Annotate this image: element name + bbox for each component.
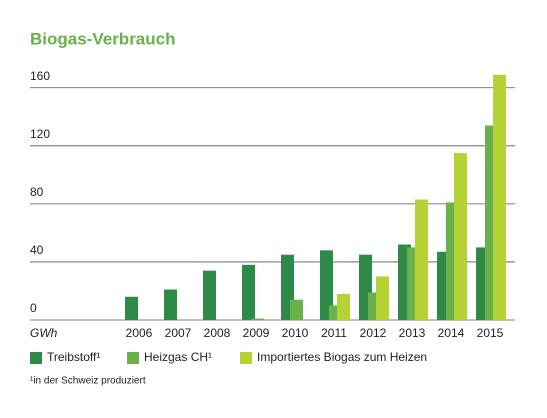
y-tick-label: 0 bbox=[30, 301, 37, 315]
bar bbox=[242, 264, 255, 320]
legend-swatch bbox=[127, 352, 139, 364]
legend-label: Heizgas CH¹ bbox=[144, 350, 212, 364]
legend-swatch bbox=[240, 352, 252, 364]
x-tick-label: 2010 bbox=[282, 326, 309, 340]
x-tick-label: 2007 bbox=[165, 326, 192, 340]
bar bbox=[251, 318, 264, 320]
y-tick-label: 160 bbox=[30, 69, 50, 83]
bar bbox=[164, 289, 177, 320]
y-tick-label: 40 bbox=[30, 243, 44, 257]
bar bbox=[290, 299, 303, 320]
x-tick-label: 2014 bbox=[438, 326, 465, 340]
bar bbox=[493, 74, 506, 320]
bar bbox=[337, 293, 350, 320]
bar bbox=[125, 296, 138, 320]
x-tick-label: 2009 bbox=[243, 326, 270, 340]
footnote: ¹in der Schweiz produziert bbox=[30, 376, 146, 387]
bar bbox=[376, 276, 389, 320]
chart-title: Biogas-Verbrauch bbox=[30, 29, 176, 48]
bar bbox=[203, 270, 216, 320]
x-tick-label: 2008 bbox=[204, 326, 231, 340]
bar bbox=[320, 250, 333, 320]
x-tick-label: 2015 bbox=[477, 326, 504, 340]
x-tick-label: 2006 bbox=[126, 326, 153, 340]
x-tick-label: 2012 bbox=[360, 326, 387, 340]
legend-swatch bbox=[30, 352, 42, 364]
y-axis-label: GWh bbox=[30, 326, 58, 340]
x-tick-label: 2011 bbox=[321, 326, 347, 340]
x-tick-label: 2013 bbox=[399, 326, 426, 340]
legend-label: Treibstoff¹ bbox=[47, 350, 100, 364]
bar bbox=[415, 199, 428, 320]
y-tick-label: 80 bbox=[30, 185, 44, 199]
legend-label: Importiertes Biogas zum Heizen bbox=[257, 350, 427, 364]
bar bbox=[454, 153, 467, 320]
y-tick-label: 120 bbox=[30, 127, 50, 141]
